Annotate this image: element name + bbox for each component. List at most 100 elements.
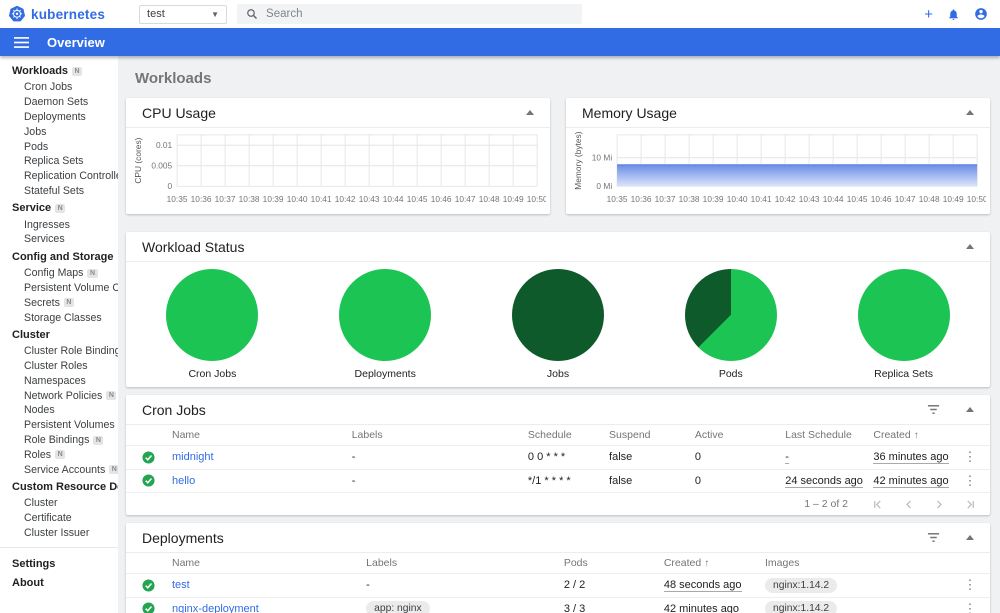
- sidebar-item-daemon-sets[interactable]: Daemon Sets: [24, 96, 89, 109]
- column-header-images[interactable]: Images: [765, 557, 800, 569]
- collapse-icon[interactable]: [526, 110, 534, 115]
- notifications-bell-icon[interactable]: [947, 8, 960, 21]
- sidebar-item-settings[interactable]: Settings: [12, 558, 56, 571]
- sidebar-item-namespaces[interactable]: Namespaces: [24, 374, 86, 387]
- sidebar-section-service[interactable]: Service N: [0, 198, 118, 217]
- topbar-actions: +: [924, 7, 988, 22]
- kubernetes-logo[interactable]: kubernetes: [8, 5, 105, 23]
- workload-status-card-title: Workload Status: [142, 238, 245, 255]
- sidebar-item-cluster-issuer[interactable]: Cluster Issuer: [24, 526, 90, 539]
- sidebar-item-cluster[interactable]: Cluster: [24, 497, 58, 510]
- sidebar-item-pods[interactable]: Pods: [24, 140, 49, 153]
- sidebar-section-cluster[interactable]: Cluster: [12, 328, 50, 341]
- previous-page-icon[interactable]: [903, 499, 914, 510]
- sidebar-item-stateful-sets[interactable]: Stateful Sets: [24, 184, 85, 197]
- svg-text:10:49: 10:49: [943, 194, 964, 204]
- row-actions-kebab-icon[interactable]: ⋮: [963, 449, 977, 465]
- sidebar-item-persistent-volume-claims[interactable]: Persistent Volume ClaimsN: [0, 281, 118, 296]
- created-value[interactable]: 42 minutes ago: [663, 602, 740, 613]
- svg-text:10:41: 10:41: [751, 194, 772, 204]
- sidebar-item-role-bindings[interactable]: Role Bindings N: [0, 433, 118, 448]
- first-page-icon[interactable]: [872, 499, 883, 510]
- search-input[interactable]: [266, 8, 574, 20]
- pie-chart-pods[interactable]: [684, 268, 777, 361]
- column-header-active[interactable]: Active: [694, 429, 724, 441]
- column-header-pods[interactable]: Pods: [563, 557, 588, 569]
- collapse-icon[interactable]: [966, 244, 974, 249]
- pie-chart-jobs[interactable]: [511, 268, 604, 361]
- sidebar-item-config-maps[interactable]: Config Maps N: [0, 266, 118, 281]
- sidebar-item-certificate[interactable]: Certificate: [24, 512, 72, 525]
- svg-text:10:39: 10:39: [263, 194, 284, 204]
- hamburger-menu-icon[interactable]: [14, 36, 29, 49]
- sidebar-item-replica-sets[interactable]: Replica Sets: [24, 155, 84, 168]
- sidebar-item-cron-jobs[interactable]: Cron Jobs: [24, 81, 73, 94]
- filter-icon[interactable]: [927, 403, 940, 416]
- sidebar-item-storage-classes[interactable]: Storage Classes: [24, 311, 102, 324]
- last_schedule-value[interactable]: -: [785, 451, 789, 465]
- created-value[interactable]: 48 seconds ago: [663, 579, 742, 593]
- page-title-toolbar: Overview: [47, 34, 105, 50]
- create-resource-button[interactable]: +: [924, 5, 933, 23]
- created-value[interactable]: 42 minutes ago: [873, 474, 949, 488]
- pie-chart-deployments[interactable]: [339, 268, 432, 361]
- pie-chart-replica-sets[interactable]: [857, 268, 950, 361]
- sidebar-item-deployments[interactable]: Deployments: [24, 110, 86, 123]
- column-header-labels[interactable]: Labels: [351, 429, 383, 441]
- sidebar-item-secrets[interactable]: Secrets N: [0, 295, 118, 310]
- row-actions-kebab-icon[interactable]: ⋮: [963, 472, 977, 488]
- column-header-suspend[interactable]: Suspend: [609, 429, 651, 441]
- search-bar[interactable]: [237, 4, 583, 24]
- column-header-labels[interactable]: Labels: [366, 557, 398, 569]
- collapse-icon[interactable]: [966, 535, 974, 540]
- sidebar-item-cluster-role-bindings[interactable]: Cluster Role Bindings: [24, 345, 118, 358]
- last-page-icon[interactable]: [965, 499, 976, 510]
- cron-jobs-name-link[interactable]: hello: [172, 474, 196, 487]
- namespace-selector[interactable]: test ▼: [139, 4, 228, 24]
- status-ok-icon: [142, 474, 172, 487]
- sidebar-item-persistent-volumes[interactable]: Persistent Volumes: [24, 419, 115, 432]
- deployments-name-link[interactable]: test: [172, 579, 190, 592]
- deployments-name-link[interactable]: nginx-deployment: [172, 602, 259, 613]
- row-actions-kebab-icon[interactable]: ⋮: [963, 577, 977, 593]
- column-header-created[interactable]: Created ↑: [663, 557, 710, 569]
- pie-chart-cron-jobs[interactable]: [166, 268, 259, 361]
- column-header-created[interactable]: Created ↑: [873, 429, 919, 441]
- sidebar-section-custom-resource-definitions[interactable]: Custom Resource Definitions: [12, 480, 118, 493]
- sidebar-item-ingresses[interactable]: Ingresses: [24, 218, 70, 231]
- svg-text:10:48: 10:48: [919, 194, 940, 204]
- column-header-schedule[interactable]: Schedule: [527, 429, 572, 441]
- collapse-icon[interactable]: [966, 110, 974, 115]
- row-actions-kebab-icon[interactable]: ⋮: [963, 600, 977, 613]
- column-header-name[interactable]: Name: [172, 557, 201, 569]
- sidebar-item-nodes[interactable]: Nodes: [24, 404, 55, 417]
- next-page-icon[interactable]: [934, 499, 945, 510]
- namespaced-badge: N: [109, 465, 118, 475]
- cron-jobs-name-link[interactable]: midnight: [172, 451, 214, 464]
- column-header-last-schedule[interactable]: Last Schedule: [785, 429, 852, 441]
- column-header-name[interactable]: Name: [172, 429, 201, 441]
- sidebar-section-workloads[interactable]: Workloads N: [0, 61, 118, 80]
- sidebar-item-service-accounts[interactable]: Service Accounts N: [0, 462, 118, 477]
- sidebar-section-config-and-storage[interactable]: Config and Storage: [12, 250, 114, 263]
- deployments-row-test: test - 2 / 2 48 seconds ago nginx:1.14.2 ⋮: [126, 574, 990, 598]
- sidebar-item-jobs[interactable]: Jobs: [24, 125, 47, 138]
- user-account-icon[interactable]: [974, 7, 988, 21]
- filter-icon[interactable]: [927, 531, 940, 544]
- collapse-icon[interactable]: [966, 407, 974, 412]
- pagination-range-label: 1 – 2 of 2: [804, 498, 848, 510]
- chevron-down-icon: ▼: [211, 9, 220, 19]
- created-value[interactable]: 36 minutes ago: [873, 451, 949, 465]
- sidebar-item-services[interactable]: Services: [24, 233, 65, 246]
- last_schedule-value[interactable]: 24 seconds ago: [785, 474, 863, 488]
- sidebar-item-roles[interactable]: Roles N: [0, 447, 118, 462]
- sidebar-item-replication-controllers[interactable]: Replication Controllers: [24, 170, 118, 183]
- sidebar-item-about[interactable]: About: [12, 577, 44, 590]
- namespace-selector-value: test: [147, 8, 165, 20]
- sidebar-item-network-policies[interactable]: Network Policies N: [0, 388, 118, 403]
- sidebar-item-cluster-roles[interactable]: Cluster Roles: [24, 360, 88, 373]
- deployments-table: Name Labels Pods Created ↑ Images test - 2 / 2 4…: [126, 553, 990, 613]
- pie-label: Cron Jobs: [188, 367, 237, 380]
- svg-text:10:38: 10:38: [679, 194, 700, 204]
